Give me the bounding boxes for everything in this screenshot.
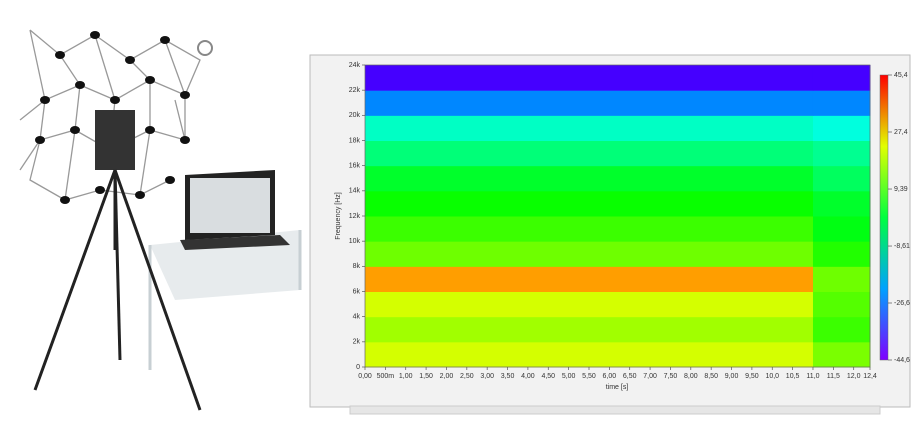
heatmap-cell (365, 115, 813, 141)
heatmap-cell (365, 266, 813, 292)
y-tick-label: 4k (353, 314, 361, 321)
x-tick-label: 2,50 (460, 373, 474, 380)
x-tick-label: 6,00 (603, 373, 617, 380)
x-axis-title: time [s] (606, 384, 629, 391)
colorbar-tick-label: -44,6 (894, 357, 910, 364)
x-tick-label: 9,50 (745, 373, 759, 380)
y-tick-label: 6k (353, 288, 361, 295)
heatmap-cell (813, 65, 871, 91)
scrollbar[interactable] (350, 406, 880, 414)
colorbar (880, 75, 888, 360)
heatmap-cell (365, 191, 813, 217)
x-tick-label: 7,00 (643, 373, 657, 380)
x-tick-label: 1,50 (419, 373, 433, 380)
y-tick-label: 12k (349, 213, 361, 220)
x-tick-label: 3,50 (501, 373, 515, 380)
heatmap-cell (365, 65, 813, 91)
x-tick-label: 7,50 (664, 373, 678, 380)
x-tick-label: 2,00 (440, 373, 454, 380)
photo (0, 0, 305, 417)
x-tick-label: 5,00 (562, 373, 576, 380)
x-tick-label: 1,00 (399, 373, 413, 380)
heatmap-cell (365, 292, 813, 318)
y-tick-label: 14k (349, 188, 361, 195)
x-tick-label: 9,00 (725, 373, 739, 380)
colorbar-tick-label: 45,4 (894, 72, 908, 79)
x-tick-label: 3,00 (480, 373, 494, 380)
x-tick-label: 11,5 (827, 373, 840, 380)
x-tick-label: 8,00 (684, 373, 698, 380)
heatmap-cell (813, 216, 871, 242)
heatmap-cell (813, 90, 871, 116)
x-tick-label: 500m (377, 373, 395, 380)
colorbar-tick-label: -8,61 (894, 243, 910, 250)
heatmap-cell (365, 317, 813, 343)
y-tick-label: 16k (349, 163, 361, 170)
y-tick-label: 18k (349, 137, 361, 144)
page: time [s] Frequency [Hz] 0 2k 4k 6k 8k 10k 12k 1… (0, 0, 921, 417)
y-tick-label: 10k (349, 238, 361, 245)
heatmap-cell (813, 115, 871, 141)
x-tick-label: 12,0 (847, 373, 861, 380)
heatmap-cell (365, 90, 813, 116)
x-tick-label: 12,4 (863, 373, 877, 380)
x-tick-label: 11,0 (806, 373, 819, 380)
heatmap-cell (365, 342, 813, 368)
heatmap-cell (365, 216, 813, 242)
heatmap-cell (813, 266, 871, 292)
x-tick-label: 8,50 (704, 373, 718, 380)
heatmap-cell (813, 241, 871, 267)
heatmap-cell (365, 241, 813, 267)
x-tick-label: 10,0 (765, 373, 779, 380)
heatmap-cell (813, 292, 871, 318)
heatmap-cell (813, 166, 871, 192)
x-tick-label: 5,50 (582, 373, 596, 380)
colorbar-tick-label: 9,39 (894, 186, 908, 193)
x-tick-label: 4,00 (521, 373, 535, 380)
x-tick-label: 6,50 (623, 373, 637, 380)
heatmap-cell (365, 166, 813, 192)
y-axis-title: Frequency [Hz] (335, 192, 342, 240)
heatmap-cell (365, 141, 813, 167)
y-tick-label: 24k (349, 62, 361, 69)
y-tick-label: 20k (349, 112, 361, 119)
heatmap-cell (813, 317, 871, 343)
heatmap-cell (813, 141, 871, 167)
heatmap-cell (813, 191, 871, 217)
colorbar-tick-label: 27,4 (894, 129, 908, 136)
y-tick-label: 8k (353, 263, 361, 270)
y-tick-label: 2k (353, 339, 361, 346)
x-tick-label: 10,5 (786, 373, 800, 380)
heatmap-cell (813, 342, 871, 368)
x-tick-label: 0,00 (358, 373, 372, 380)
y-tick-label: 22k (349, 87, 361, 94)
y-tick-label: 0 (356, 364, 360, 371)
colorbar-tick-label: -26,6 (894, 300, 910, 307)
x-tick-label: 4,50 (541, 373, 555, 380)
